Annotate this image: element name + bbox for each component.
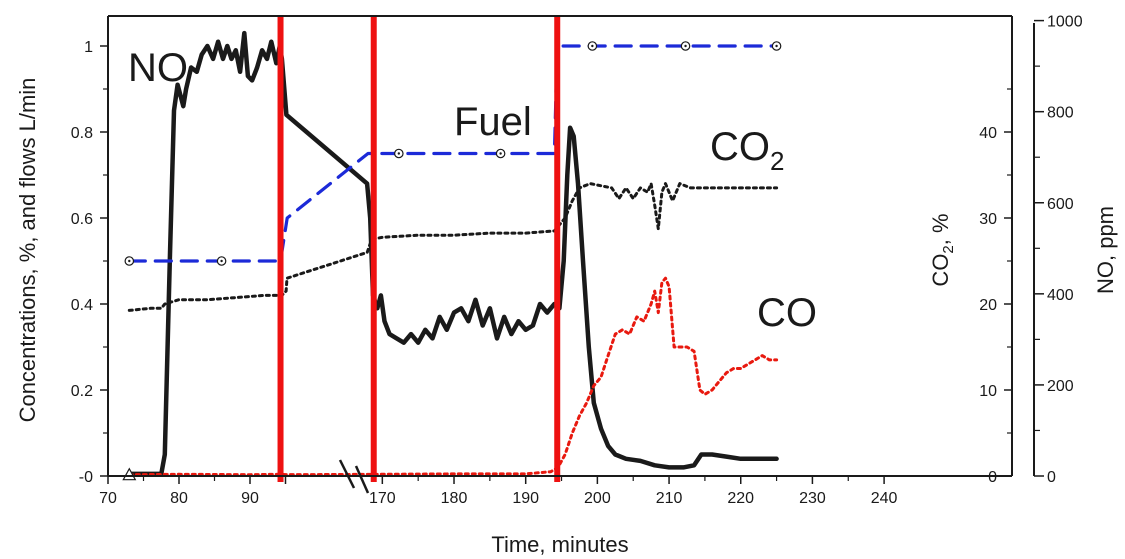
left-tick-label-4: 0.8 [71,125,93,142]
series-layer [122,30,782,481]
annotation-fuel: Fuel [454,100,532,144]
series-co2-line [127,182,779,312]
tick-labels: 70 80 90 170 180 190 200 210 220 230 240-00.20.40.… [71,14,1083,507]
annotation-co2-base: CO [710,125,770,169]
co2-tick-label-4: 40 [979,125,997,142]
left-tick-label-5: 1 [84,39,93,56]
series-fuel-marker-dot-5 [684,44,687,48]
co2-tick-label-0: 0 [988,469,997,486]
series-fuel-marker-dot-3 [499,152,502,155]
no-tick-label-0: 0 [1047,469,1056,486]
x-tick-label-6: 190 [512,490,539,507]
left-tick-label-2: 0.4 [71,297,93,314]
x-tick-label-8: 210 [656,490,683,507]
series-fuel-marker-dot-6 [775,44,778,48]
annotation-co: CO [757,291,817,335]
x-tick-label-9: 220 [727,490,754,507]
annotation-co2: CO2 [710,125,784,176]
co2-axis-title: CO2, % [928,213,957,286]
x-tick-label-7: 200 [584,490,611,507]
left-axis-title: Concentrations, %, and flows L/min [15,78,40,423]
axis-break-slash-1 [338,459,356,489]
series-fuel-marker-dot-4 [591,44,594,48]
no-tick-label-2: 400 [1047,287,1074,304]
event-lines [277,16,561,482]
no-tick-label-4: 800 [1047,105,1074,122]
series-fuel-marker-dot-0 [128,259,131,263]
co2-tick-label-2: 20 [979,297,997,314]
x-tick-label-10: 230 [799,490,826,507]
no-tick-label-5: 1000 [1047,14,1083,31]
co2-tick-label-1: 10 [979,383,997,400]
x-tick-label-11: 240 [871,490,898,507]
x-axis-title: Time, minutes [491,532,628,557]
series-fuel-marker-dot-1 [220,259,223,263]
series-fuel-marker-dot-2 [397,152,401,155]
left-tick-label-0: -0 [79,469,93,486]
series-fuel-line [127,44,779,263]
series-co-line [127,276,779,477]
series-no-line [127,30,779,477]
annotation-co2-sub: 2 [770,146,784,176]
x-tick-label-4: 170 [369,490,396,507]
co2-tick-label-3: 30 [979,211,997,228]
left-tick-label-1: 0.2 [71,383,93,400]
x-tick-label-5: 180 [441,490,468,507]
left-tick-label-3: 0.6 [71,211,93,228]
annotation-no: NO [128,46,188,90]
axes [100,15,1044,494]
no-axis-title: NO, ppm [1093,206,1118,294]
no-tick-label-1: 200 [1047,378,1074,395]
x-tick-label-0: 70 [99,490,117,507]
x-tick-label-1: 80 [170,490,188,507]
no-tick-label-3: 600 [1047,196,1074,213]
x-tick-label-2: 90 [241,490,259,507]
axis-break-slash-2 [354,465,370,494]
